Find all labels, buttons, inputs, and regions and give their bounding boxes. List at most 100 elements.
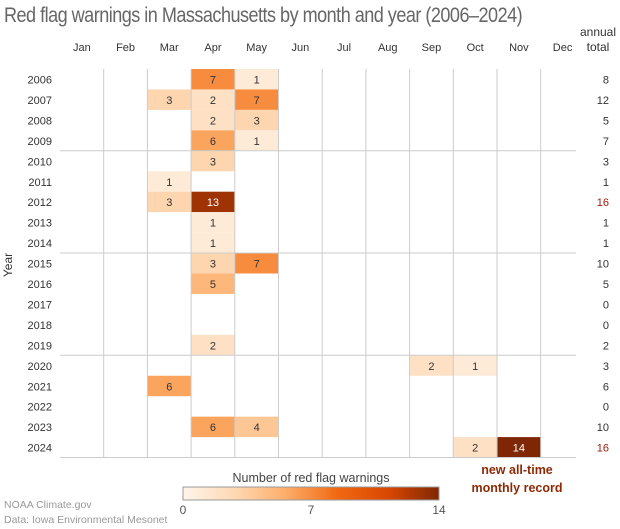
cell-value: 7 [254, 95, 260, 107]
year-label: 2018 [28, 320, 52, 332]
cell-value: 6 [210, 136, 216, 148]
year-label: 2019 [28, 340, 52, 352]
month-label: Aug [378, 42, 398, 54]
year-label: 2017 [28, 299, 52, 311]
heatmap-cell [234, 109, 279, 131]
annual-total: 8 [603, 75, 609, 87]
cell-value: 14 [513, 443, 525, 455]
colorbar-tick: 0 [180, 503, 187, 517]
cell-value: 1 [472, 361, 478, 373]
year-label: 2023 [28, 422, 52, 434]
cell-value: 1 [166, 177, 172, 189]
month-label: Nov [509, 42, 529, 54]
heatmap-cell [191, 109, 235, 131]
heatmap-cell [147, 375, 192, 397]
cell-value: 3 [254, 115, 260, 127]
year-label: 2012 [28, 197, 52, 209]
cell-value: 3 [210, 259, 216, 271]
heatmap-cell [409, 355, 454, 376]
heatmap-cell [191, 69, 235, 90]
annual-total-header: annual [580, 25, 616, 39]
heatmap-cell [234, 130, 279, 151]
cell-value: 1 [210, 238, 216, 250]
year-label: 2021 [28, 381, 52, 393]
chart-title: Red flag warnings in Massachusetts by mo… [4, 4, 523, 27]
annual-total: 0 [603, 320, 609, 332]
credit-data: Data: Iowa Environmental Mesonet [4, 514, 168, 526]
cell-value: 2 [472, 443, 478, 455]
month-label: Oct [467, 42, 484, 54]
month-label: Jul [337, 42, 351, 54]
year-label: 2009 [28, 136, 52, 148]
annual-total: 5 [603, 279, 609, 291]
colorbar [182, 486, 440, 501]
heatmap-cell [191, 334, 235, 356]
cell-value: 3 [166, 197, 172, 209]
heatmap-cell [191, 150, 235, 172]
month-label: Apr [204, 42, 221, 54]
annual-total-header: total [587, 40, 610, 54]
cell-value: 2 [210, 95, 216, 107]
heatmap-cell [234, 89, 279, 110]
month-label: Sep [422, 42, 442, 54]
year-label: 2011 [28, 177, 52, 189]
heatmap-cell [191, 273, 235, 294]
year-label: 2010 [28, 156, 52, 168]
colorbar-label: Number of red flag warnings [232, 471, 389, 485]
heatmap-cell [191, 253, 235, 274]
year-label: 2013 [28, 218, 52, 230]
colorbar-tick: 7 [308, 503, 315, 517]
annual-total: 10 [597, 259, 609, 271]
heatmap-cell [191, 89, 235, 110]
cell-value: 5 [210, 279, 216, 291]
heatmap-cell [453, 437, 497, 458]
heatmap-cell [453, 355, 497, 376]
year-label: 2008 [28, 115, 52, 127]
annual-total: 16 [597, 443, 609, 455]
heatmap-cell [497, 437, 541, 458]
year-label: 2014 [28, 238, 52, 250]
heatmap-cell [191, 416, 235, 438]
year-label: 2006 [28, 75, 52, 87]
heatmap-cell [191, 212, 235, 233]
cell-value: 2 [210, 115, 216, 127]
cell-value: 1 [254, 136, 260, 148]
cell-value: 7 [210, 75, 216, 87]
credit-source: NOAA Climate.gov [4, 499, 92, 511]
heatmap-cell [147, 191, 192, 213]
heatmap-cell [191, 130, 235, 151]
year-label: 2007 [28, 95, 52, 107]
annotation: new all-time [481, 463, 553, 477]
heatmap-cell [234, 416, 279, 438]
annual-total: 1 [603, 218, 609, 230]
y-axis-label: Year [1, 253, 15, 277]
annual-total: 5 [603, 115, 609, 127]
heatmap-cell [147, 171, 192, 192]
annual-total: 6 [603, 381, 609, 393]
heatmap-cell [191, 191, 235, 213]
month-label: May [246, 42, 267, 54]
year-label: 2020 [28, 361, 52, 373]
cell-value: 13 [207, 197, 219, 209]
annual-total: 1 [603, 238, 609, 250]
heatmap-cell [234, 69, 279, 90]
year-label: 2022 [28, 402, 52, 414]
annual-total: 0 [603, 299, 609, 311]
annual-total: 7 [603, 136, 609, 148]
month-label: Jun [291, 42, 309, 54]
year-label: 2016 [28, 279, 52, 291]
cell-value: 7 [254, 259, 260, 271]
month-label: Feb [116, 42, 135, 54]
cell-value: 6 [166, 381, 172, 393]
colorbar-tick: 14 [432, 503, 446, 517]
heatmap-cell [234, 253, 279, 274]
month-label: Mar [160, 42, 179, 54]
month-label: Dec [553, 42, 573, 54]
cell-value: 3 [210, 156, 216, 168]
annual-total: 3 [603, 361, 609, 373]
year-label: 2024 [28, 443, 52, 455]
cell-value: 1 [210, 218, 216, 230]
annual-total: 10 [597, 422, 609, 434]
annual-total: 2 [603, 340, 609, 352]
